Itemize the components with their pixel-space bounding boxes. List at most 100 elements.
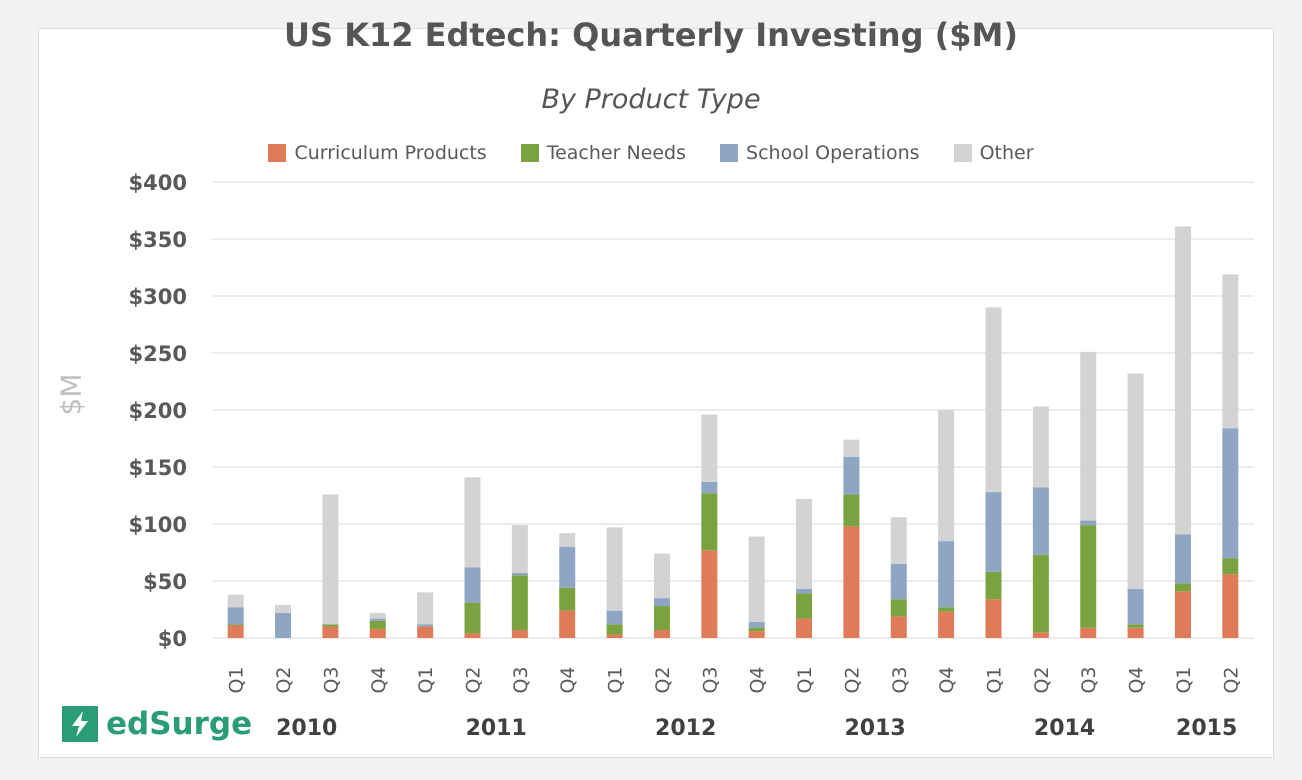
bar-segment (1032, 554, 1049, 633)
x-tick-label: Q4 (747, 666, 769, 693)
bar-segment (796, 593, 813, 619)
edsurge-logo: edSurge (62, 706, 252, 742)
bar-segment (843, 439, 860, 457)
year-label: 2011 (466, 716, 527, 741)
bar-segment (1080, 627, 1097, 638)
bar-segment (227, 594, 244, 608)
bar-segment (796, 588, 813, 594)
bar-segment (369, 618, 386, 621)
legend-label: Teacher Needs (546, 142, 687, 164)
bar-segment (748, 627, 765, 632)
y-tick-label: $350 (129, 228, 187, 252)
x-tick-label: Q2 (273, 666, 295, 693)
bar-segment (653, 553, 670, 599)
bar-segment (511, 525, 528, 574)
legend-swatch (520, 144, 539, 162)
y-tick-label: $400 (129, 171, 187, 195)
bar-segment (1080, 351, 1097, 521)
bar-segment (369, 612, 386, 619)
y-tick-label: $50 (143, 570, 187, 594)
legend-label: School Operations (746, 142, 920, 164)
logo-text: edSurge (106, 706, 253, 742)
year-label: 2015 (1176, 716, 1237, 741)
x-tick-label: Q1 (794, 666, 816, 693)
bar-segment (985, 599, 1002, 638)
y-tick-label: $250 (129, 342, 187, 366)
bar-segment (511, 575, 528, 631)
bar-segment (559, 587, 576, 611)
x-tick-label: Q2 (1220, 666, 1242, 693)
bar-segment (1032, 632, 1049, 638)
year-label: 2010 (276, 716, 337, 741)
bar-segment (796, 498, 813, 589)
legend-item-school: School Operations (720, 142, 920, 164)
bar-segment (701, 481, 718, 494)
bar-segment (890, 563, 907, 600)
bar-segment (464, 477, 481, 568)
x-tick-label: Q1 (1173, 666, 1195, 693)
bar-segment (938, 541, 955, 608)
bar-segment (1032, 406, 1049, 488)
bar-segment (938, 410, 955, 542)
legend-swatch (268, 144, 287, 162)
bar-segment (748, 622, 765, 628)
legend-item-curriculum: Curriculum Products (268, 142, 487, 164)
x-tick-label: Q3 (889, 666, 911, 693)
bar-segment (511, 573, 528, 576)
x-tick-label: Q1 (415, 666, 437, 693)
bar-segment (985, 571, 1002, 600)
bar-segment (511, 630, 528, 638)
bar-segment (843, 456, 860, 495)
bar-segment (653, 606, 670, 631)
year-label: 2012 (655, 716, 716, 741)
y-tick-label: $200 (129, 399, 187, 423)
bar-segment (1174, 534, 1191, 584)
x-tick-label: Q4 (936, 666, 958, 693)
x-tick-label: Q2 (463, 666, 485, 693)
legend: Curriculum Products Teacher Needs School… (0, 142, 1302, 164)
bar-segment (985, 307, 1002, 493)
bar-segment (369, 628, 386, 638)
bar-segment (369, 620, 386, 629)
x-tick-label: Q4 (368, 666, 390, 693)
x-tick-label: Q3 (699, 666, 721, 693)
y-tick-label: $150 (129, 456, 187, 480)
x-tick-label: Q4 (557, 666, 579, 693)
bar-segment (275, 612, 292, 638)
bar-segment (938, 607, 955, 612)
bar-segment (606, 610, 623, 625)
bar-segment (843, 494, 860, 527)
bar-segment (843, 526, 860, 638)
x-tick-label: Q1 (226, 666, 248, 693)
bar-segment (653, 630, 670, 638)
bar-segment (701, 493, 718, 551)
bar-segment (417, 626, 434, 638)
year-label: 2014 (1034, 716, 1095, 741)
legend-label: Curriculum Products (294, 142, 487, 164)
x-tick-label: Q2 (841, 666, 863, 693)
lightning-bolt-icon (62, 706, 98, 742)
bar-segment (227, 624, 244, 626)
y-tick-label: $300 (129, 285, 187, 309)
bar-segment (701, 414, 718, 482)
x-tick-label: Q3 (320, 666, 342, 693)
x-tick-label: Q1 (605, 666, 627, 693)
year-label: 2013 (844, 716, 905, 741)
bar-segment (653, 598, 670, 607)
bar-segment (227, 625, 244, 638)
bar-segment (322, 624, 339, 627)
bar-segment (1080, 520, 1097, 526)
bar-segment (1032, 487, 1049, 555)
bar-segment (1222, 428, 1239, 559)
bar-segment (1222, 558, 1239, 575)
bar-segment (1127, 627, 1144, 638)
bar-segment (559, 533, 576, 547)
x-tick-label: Q3 (510, 666, 532, 693)
bar-segment (1174, 226, 1191, 535)
x-tick-label: Q1 (984, 666, 1006, 693)
bar-segment (890, 616, 907, 638)
bar-segment (606, 624, 623, 635)
bar-segment (606, 527, 623, 611)
chart-title: US K12 Edtech: Quarterly Investing ($M) (284, 16, 1018, 54)
